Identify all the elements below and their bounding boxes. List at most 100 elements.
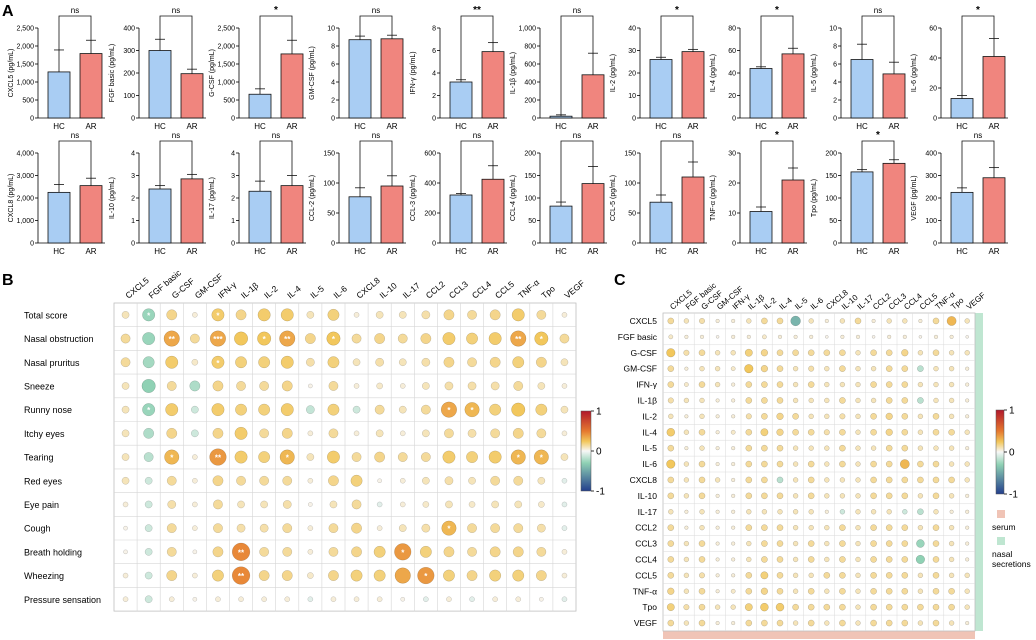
correlation-dot [353, 596, 360, 603]
correlation-dot [932, 492, 940, 500]
correlation-dot [307, 572, 314, 579]
correlation-dot [307, 549, 314, 555]
correlation-dot [855, 572, 861, 579]
bar-chart: Tpo (pg/mL) 0 50 100 150 200 HC AR * [811, 130, 908, 256]
y-tick-label: 1,500 [217, 62, 235, 69]
correlation-dot [776, 349, 784, 357]
row-label: CCL4 [635, 554, 657, 564]
row-label: Red eyes [24, 476, 63, 486]
correlation-dot [948, 350, 955, 356]
bar-ar [882, 162, 906, 244]
correlation-dot [762, 334, 767, 340]
y-axis-label: Tpo (pg/mL) [811, 179, 818, 217]
correlation-dot [280, 355, 294, 369]
correlation-dot [776, 444, 784, 452]
bar-ar [681, 51, 705, 119]
correlation-dot [823, 603, 831, 611]
correlation-dot [792, 603, 799, 611]
correlation-dot [885, 365, 893, 372]
y-tick-label: 4,000 [16, 151, 34, 158]
significance-star: * [263, 335, 267, 344]
y-tick-label: 150 [323, 151, 335, 158]
correlation-dot [824, 556, 830, 563]
correlation-dot [258, 451, 271, 463]
correlation-dot [824, 477, 830, 483]
significance-label: ns [172, 131, 180, 140]
correlation-dot [464, 402, 480, 418]
correlation-dot [965, 335, 969, 339]
correlation-dot [776, 556, 784, 563]
correlation-dot [192, 477, 198, 484]
correlation-dot [536, 428, 547, 439]
correlation-dot [699, 413, 705, 420]
y-tick-label: 10 [829, 26, 837, 33]
correlation-dot [964, 429, 970, 435]
correlation-dot [394, 543, 412, 561]
correlation-dot [885, 556, 893, 563]
y-tick-label: 200 [524, 98, 536, 105]
correlation-dot [730, 350, 736, 356]
significance-star: * [517, 454, 521, 463]
correlation-dot [965, 382, 970, 387]
correlation-dot [491, 500, 499, 509]
correlation-dot [870, 603, 877, 611]
correlation-dot [901, 413, 909, 420]
y-tick-label: 20 [728, 181, 736, 188]
correlation-dot [258, 356, 271, 369]
x-tick-label: HC [956, 122, 968, 131]
row-label: VEGF [634, 618, 657, 628]
correlation-dot [192, 525, 198, 531]
correlation-dot [855, 588, 861, 594]
significance-bracket [58, 140, 92, 185]
correlation-dot [917, 524, 924, 531]
y-tick-label: 0 [933, 116, 937, 123]
column-label: IL-6 [331, 283, 349, 300]
bar-hc [47, 71, 71, 119]
correlation-dot [760, 571, 769, 580]
correlation-dot [238, 596, 244, 603]
correlation-dot [666, 348, 676, 358]
x-tick-label: AR [386, 247, 397, 256]
correlation-dot [964, 350, 970, 356]
correlation-dot [121, 453, 130, 461]
y-axis-label: VEGF (pg/mL) [911, 175, 918, 220]
correlation-dot [212, 475, 224, 487]
significance-star: * [470, 406, 474, 415]
correlation-dot [237, 500, 245, 509]
correlation-dot [809, 334, 814, 339]
correlation-dot [166, 475, 177, 486]
bar-ar [380, 38, 404, 119]
correlation-dot [715, 446, 720, 451]
correlation-dot [490, 428, 501, 439]
x-tick-label: HC [354, 247, 366, 256]
correlation-dot [824, 509, 829, 514]
correlation-dot [948, 524, 955, 531]
x-tick-label: HC [856, 122, 868, 131]
correlation-dot [279, 449, 295, 465]
correlation-dot [281, 570, 293, 581]
correlation-dot [699, 334, 705, 339]
correlation-dot [328, 381, 339, 391]
correlation-dot [885, 460, 893, 468]
correlation-dot [839, 428, 846, 436]
correlation-dot [489, 309, 501, 321]
bar-hc [348, 39, 372, 119]
x-tick-label: HC [555, 122, 567, 131]
correlation-dot [949, 334, 954, 339]
bar-chart: CXCL8 (pg/mL) 0 1,000 2,000 3,000 4,000 HC AR ns [8, 131, 105, 256]
bar-chart: GM-CSF (pg/mL) 0 2 4 6 8 10 HC AR ns [309, 6, 406, 131]
correlation-dot [745, 381, 753, 388]
correlation-dot [667, 556, 675, 563]
correlation-dot [745, 413, 752, 420]
correlation-dot [539, 596, 544, 602]
correlation-dot [446, 596, 452, 603]
column-label: IL-5 [793, 295, 810, 311]
correlation-dot [761, 619, 768, 627]
correlation-dot [745, 619, 753, 627]
correlation-dot [667, 619, 675, 627]
correlation-dot [352, 358, 361, 367]
y-tick-label: 0 [432, 116, 436, 123]
row-label: G-CSF [631, 348, 657, 358]
row-label: Runny nose [24, 405, 72, 415]
correlation-dot [792, 381, 799, 388]
